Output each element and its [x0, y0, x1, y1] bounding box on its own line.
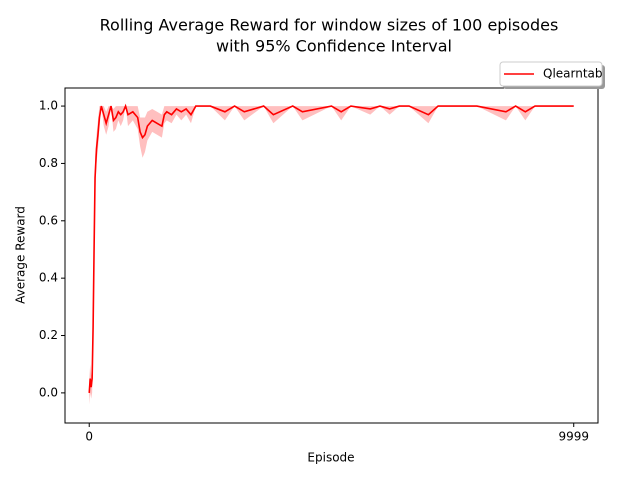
x-tick-label: 0	[85, 430, 93, 444]
y-tick-label: 0.0	[39, 385, 58, 399]
x-tick-label: 9999	[558, 430, 589, 444]
chart-title: with 95% Confidence Interval	[216, 37, 452, 56]
y-tick-label: 0.2	[39, 328, 58, 342]
y-tick-label: 0.6	[39, 213, 58, 227]
y-axis-label: Average Reward	[14, 206, 28, 304]
confidence-band	[89, 106, 574, 405]
legend: Qlearntab	[499, 61, 605, 89]
chart-title: Rolling Average Reward for window sizes …	[100, 16, 559, 35]
plot-frame	[64, 87, 599, 424]
line	[88, 103, 574, 393]
x-axis-label: Episode	[307, 451, 354, 465]
y-tick-label: 0.8	[39, 156, 58, 170]
legend-label: Qlearntab	[543, 67, 603, 81]
y-tick-label: 1.0	[39, 99, 58, 113]
legend-box	[499, 61, 603, 87]
y-tick-label: 0.4	[39, 271, 58, 285]
